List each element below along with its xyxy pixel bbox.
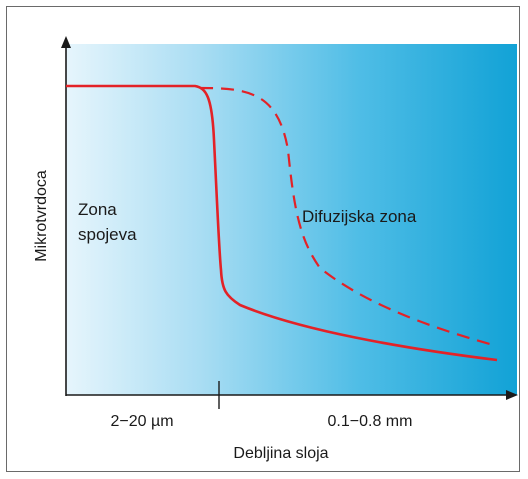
zone-left-label-line1: Zona bbox=[78, 200, 117, 219]
x-axis-label: Debljina sloja bbox=[233, 445, 328, 462]
diffusion-zone-curve bbox=[199, 86, 498, 348]
tick-label-left: 2−20 µm bbox=[110, 413, 173, 430]
zone-right-label: Difuzijska zona bbox=[302, 207, 417, 226]
y-axis-arrow bbox=[61, 36, 71, 48]
tick-label-right: 0.1−0.8 mm bbox=[328, 413, 413, 430]
y-axis-label: Mikrotvrdoca bbox=[33, 170, 50, 262]
compound-zone-curve bbox=[66, 84, 498, 362]
x-axis-arrow bbox=[506, 390, 518, 400]
plot-background bbox=[66, 44, 517, 395]
zone-left-label-line2: spojeva bbox=[78, 225, 137, 244]
